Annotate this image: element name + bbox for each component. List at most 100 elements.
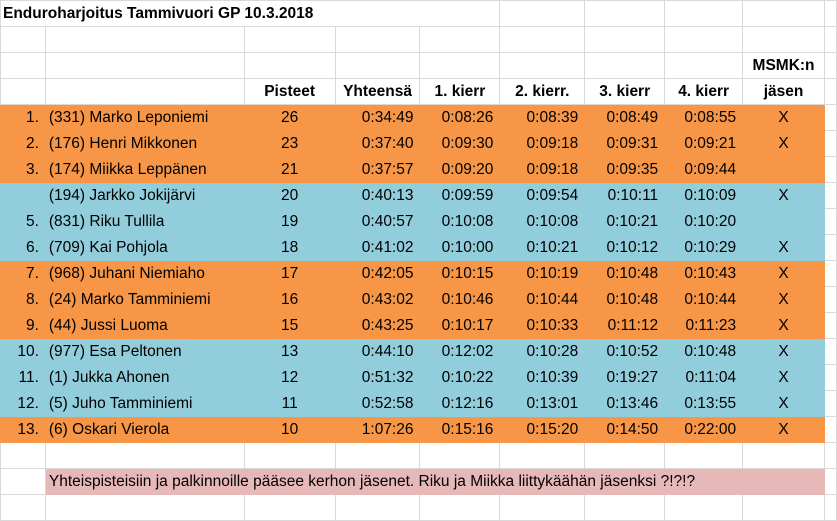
cell[interactable] (44, 442, 245, 469)
position-cell[interactable]: 8. (0, 286, 46, 313)
cell[interactable] (823, 260, 837, 287)
position-cell[interactable]: 13. (0, 416, 46, 443)
position-cell[interactable]: 1. (0, 104, 46, 131)
points-cell[interactable]: 11 (243, 390, 336, 417)
member-cell[interactable] (742, 208, 825, 235)
total-time-cell[interactable]: 1:07:26 (334, 416, 421, 443)
cell[interactable] (823, 468, 837, 495)
points-cell[interactable]: 16 (243, 286, 336, 313)
lap2-cell[interactable]: 0:08:39 (499, 104, 586, 131)
lap2-cell[interactable]: 0:09:54 (499, 182, 586, 209)
rider-name-cell[interactable]: (24) Marko Tamminiemi (44, 286, 245, 313)
position-cell[interactable] (0, 182, 46, 209)
position-cell[interactable]: 12. (0, 390, 46, 417)
points-cell[interactable]: 10 (243, 416, 336, 443)
cell[interactable] (664, 26, 744, 53)
lap2-cell[interactable]: 0:10:39 (499, 364, 586, 391)
cell[interactable] (334, 52, 421, 79)
lap4-cell[interactable]: 0:11:23 (664, 312, 744, 339)
cell[interactable] (334, 26, 421, 53)
cell[interactable] (0, 52, 46, 79)
cell[interactable] (419, 26, 501, 53)
total-time-cell[interactable]: 0:52:58 (334, 390, 421, 417)
total-time-cell[interactable]: 0:40:13 (334, 182, 421, 209)
cell[interactable] (584, 494, 666, 521)
rider-name-cell[interactable]: (194) Jarkko Jokijärvi (44, 182, 245, 209)
rider-name-cell[interactable]: (176) Henri Mikkonen (44, 130, 245, 157)
sheet-title[interactable]: Enduroharjoitus Tammivuori GP 10.3.2018 (0, 0, 501, 27)
lap3-cell[interactable]: 0:10:21 (584, 208, 666, 235)
member-header-line2[interactable]: jäsen (742, 78, 825, 105)
cell[interactable] (823, 312, 837, 339)
rider-name-cell[interactable]: (709) Kai Pohjola (44, 234, 245, 261)
lap1-cell[interactable]: 0:09:59 (419, 182, 501, 209)
points-cell[interactable]: 12 (243, 364, 336, 391)
cell[interactable] (584, 0, 666, 27)
cell[interactable] (823, 26, 837, 53)
lap3-cell[interactable]: 0:09:31 (584, 130, 666, 157)
lap1-cell[interactable]: 0:10:00 (419, 234, 501, 261)
cell[interactable] (584, 52, 666, 79)
position-cell[interactable]: 3. (0, 156, 46, 183)
position-cell[interactable]: 10. (0, 338, 46, 365)
cell[interactable] (499, 52, 586, 79)
cell[interactable] (823, 104, 837, 131)
total-time-cell[interactable]: 0:42:05 (334, 260, 421, 287)
cell[interactable] (823, 130, 837, 157)
lap1-header[interactable]: 1. kierr (419, 78, 501, 105)
lap4-cell[interactable]: 0:09:21 (664, 130, 744, 157)
cell[interactable] (823, 286, 837, 313)
lap3-cell[interactable]: 0:19:27 (584, 364, 666, 391)
cell[interactable] (243, 52, 336, 79)
lap1-cell[interactable]: 0:10:15 (419, 260, 501, 287)
lap2-cell[interactable]: 0:10:21 (499, 234, 586, 261)
cell[interactable] (499, 442, 586, 469)
position-cell[interactable]: 7. (0, 260, 46, 287)
cell[interactable] (823, 364, 837, 391)
lap4-cell[interactable]: 0:13:55 (664, 390, 744, 417)
lap1-cell[interactable]: 0:12:16 (419, 390, 501, 417)
cell[interactable] (742, 494, 825, 521)
rider-name-cell[interactable]: (977) Esa Peltonen (44, 338, 245, 365)
cell[interactable] (742, 26, 825, 53)
member-cell[interactable]: X (742, 416, 825, 443)
lap2-header[interactable]: 2. kierr. (499, 78, 586, 105)
cell[interactable] (823, 78, 837, 105)
points-cell[interactable]: 18 (243, 234, 336, 261)
member-cell[interactable]: X (742, 364, 825, 391)
total-time-cell[interactable]: 0:37:57 (334, 156, 421, 183)
points-header[interactable]: Pisteet (243, 78, 336, 105)
cell[interactable] (742, 0, 825, 27)
member-cell[interactable]: X (742, 260, 825, 287)
cell[interactable] (243, 442, 336, 469)
member-cell[interactable]: X (742, 104, 825, 131)
cell[interactable] (334, 494, 421, 521)
points-cell[interactable]: 23 (243, 130, 336, 157)
lap1-cell[interactable]: 0:10:22 (419, 364, 501, 391)
points-cell[interactable]: 21 (243, 156, 336, 183)
lap4-cell[interactable]: 0:11:04 (664, 364, 744, 391)
total-time-cell[interactable]: 0:44:10 (334, 338, 421, 365)
lap4-cell[interactable]: 0:09:44 (664, 156, 744, 183)
cell[interactable] (664, 442, 744, 469)
total-time-cell[interactable]: 0:41:02 (334, 234, 421, 261)
rider-name-cell[interactable]: (44) Jussi Luoma (44, 312, 245, 339)
position-cell[interactable]: 5. (0, 208, 46, 235)
cell[interactable] (44, 78, 245, 105)
position-cell[interactable]: 9. (0, 312, 46, 339)
cell[interactable] (44, 26, 245, 53)
rider-name-cell[interactable]: (174) Miikka Leppänen (44, 156, 245, 183)
lap3-cell[interactable]: 0:09:35 (584, 156, 666, 183)
member-cell[interactable]: X (742, 390, 825, 417)
lap2-cell[interactable]: 0:10:28 (499, 338, 586, 365)
cell[interactable] (823, 156, 837, 183)
cell[interactable] (334, 442, 421, 469)
cell[interactable] (823, 338, 837, 365)
lap4-header[interactable]: 4. kierr (664, 78, 744, 105)
lap1-cell[interactable]: 0:10:17 (419, 312, 501, 339)
cell[interactable] (0, 26, 46, 53)
total-time-cell[interactable]: 0:43:25 (334, 312, 421, 339)
cell[interactable] (499, 26, 586, 53)
cell[interactable] (823, 182, 837, 209)
cell[interactable] (419, 494, 501, 521)
